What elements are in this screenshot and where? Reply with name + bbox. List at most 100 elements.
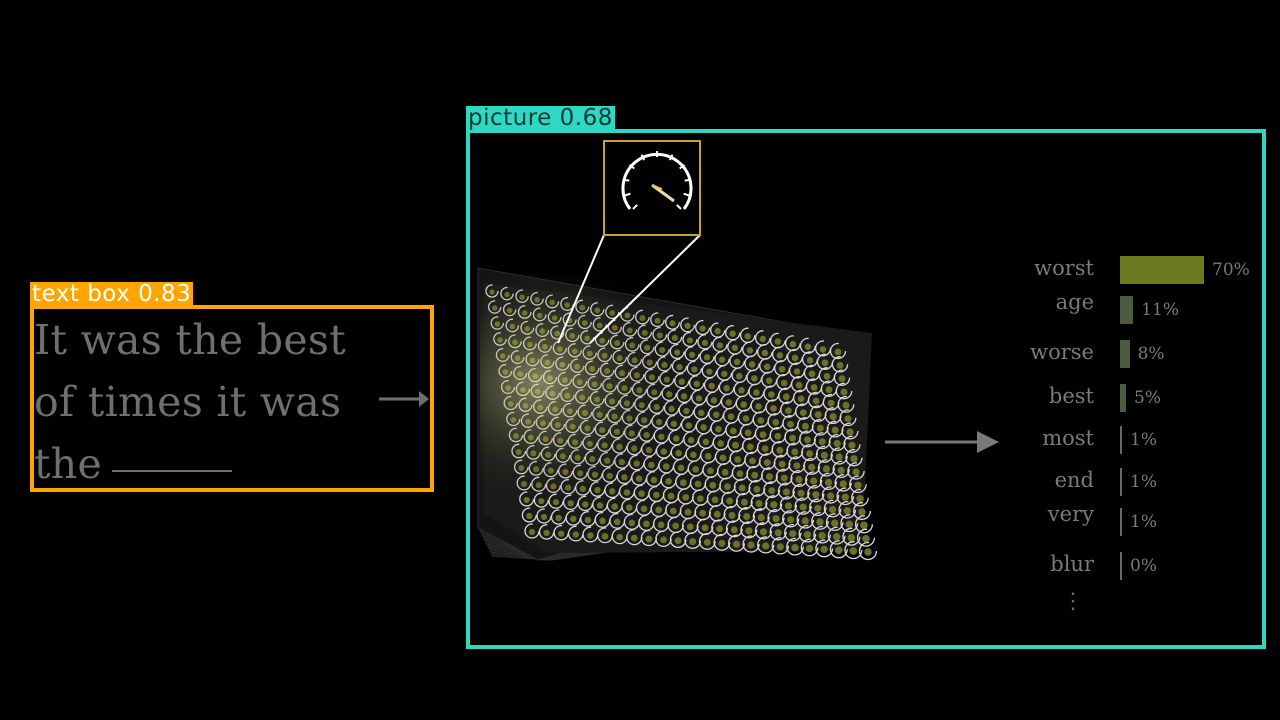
neuron-dial <box>832 460 850 479</box>
neuron-core <box>831 426 839 434</box>
arrow-right-icon <box>885 431 999 453</box>
neuron-dial <box>838 500 857 519</box>
neuron-core <box>808 463 816 471</box>
neuron-core <box>780 474 788 482</box>
neuron-core <box>829 413 837 421</box>
neuron-dial <box>799 337 816 354</box>
neuron-dial <box>779 496 798 514</box>
token-label: worst <box>1034 256 1094 280</box>
neuron-dial <box>733 478 751 496</box>
prose-line-2: of times it was <box>34 378 342 426</box>
neuron-dial <box>817 459 836 477</box>
neuron-core <box>742 415 750 422</box>
neuron-dial <box>829 540 848 559</box>
neuron-core <box>736 372 743 380</box>
probability-bar <box>1120 426 1122 454</box>
neuron-core <box>572 531 579 538</box>
neuron-core <box>628 519 636 527</box>
neuron-dial <box>840 514 859 533</box>
neuron-core <box>684 508 692 516</box>
neuron-dial <box>775 468 793 486</box>
neuron-core <box>799 409 807 416</box>
neuron-core <box>734 456 742 463</box>
neuron-core <box>820 545 828 554</box>
probability-bar <box>1120 384 1126 412</box>
neuron-core <box>736 470 744 478</box>
neuron-core <box>858 508 866 516</box>
neuron-dial <box>828 433 846 452</box>
neuron-core <box>762 542 770 550</box>
neuron-core <box>711 496 719 504</box>
neuron-dial <box>752 508 770 526</box>
neuron-dial <box>777 482 795 500</box>
neuron-core <box>827 492 835 500</box>
neuron-core <box>831 519 839 527</box>
neuron-core <box>730 526 738 534</box>
neuron-core <box>765 377 773 384</box>
neuron-dial <box>767 509 785 527</box>
neuron-core <box>795 475 803 484</box>
neuron-core <box>757 417 765 424</box>
distribution-row: blur 0% <box>1000 548 1262 584</box>
neuron-core <box>805 544 814 553</box>
neuron-core <box>738 387 745 394</box>
neuron-core <box>776 446 784 454</box>
neuron-core <box>770 405 777 412</box>
neuron-core <box>763 363 771 371</box>
distribution-row: best 5% <box>1000 380 1262 416</box>
neuron-core <box>833 533 841 541</box>
probability-label: 8% <box>1137 344 1165 364</box>
neuron-core <box>723 384 730 392</box>
neuron-core <box>526 512 533 520</box>
neuron-dial <box>521 507 537 523</box>
neuron-core <box>854 481 862 489</box>
probability-bar <box>1120 508 1122 536</box>
neuron-dial <box>735 492 753 510</box>
neuron-core <box>847 533 856 542</box>
neuron-core <box>791 354 799 362</box>
neuron-core <box>780 379 788 387</box>
neuron-core <box>836 361 844 369</box>
neuron-core <box>611 503 618 510</box>
distribution-row: most 1% <box>1000 422 1262 458</box>
neuron-core <box>806 357 814 364</box>
neuron-core <box>599 517 606 525</box>
neuron-dial <box>827 526 846 545</box>
neuron-core <box>776 352 784 359</box>
neuron-core <box>768 391 775 398</box>
neuron-core <box>643 520 650 528</box>
picture-detection <box>466 129 1266 649</box>
neuron-core <box>810 384 818 391</box>
neuron-core <box>613 518 621 526</box>
neuron-core <box>616 533 623 541</box>
neuron-core <box>848 441 856 449</box>
neuron-dial <box>845 449 863 467</box>
neuron-dial <box>725 520 743 538</box>
neuron-core <box>759 431 767 438</box>
neuron-core <box>645 535 653 543</box>
neuron-dial <box>856 528 876 547</box>
neuron-dial <box>847 462 865 480</box>
neuron-core <box>657 521 665 529</box>
neuron-core <box>703 538 711 546</box>
neuron-core <box>751 375 758 382</box>
distribution-row: age 11% <box>1000 290 1262 328</box>
probability-label: 0% <box>1130 556 1157 576</box>
neural-network-cube <box>477 140 878 561</box>
neuron-dial <box>548 493 564 509</box>
neuron-core <box>849 547 858 555</box>
neuron-dial <box>815 539 834 558</box>
neuron-dial <box>669 531 687 549</box>
neuron-core <box>801 422 809 430</box>
neuron-dial <box>773 454 791 472</box>
neuron-core <box>804 343 812 351</box>
neuron-core <box>538 498 545 505</box>
prose-line-3: the <box>34 433 374 495</box>
neuron-dial <box>829 342 847 360</box>
token-label: very <box>1047 502 1094 526</box>
prose-line-1: It was the best <box>34 316 347 364</box>
neuron-core <box>784 502 793 510</box>
neuron-core <box>814 411 822 419</box>
neuron-dial <box>742 535 760 553</box>
neuron-core <box>640 505 648 513</box>
